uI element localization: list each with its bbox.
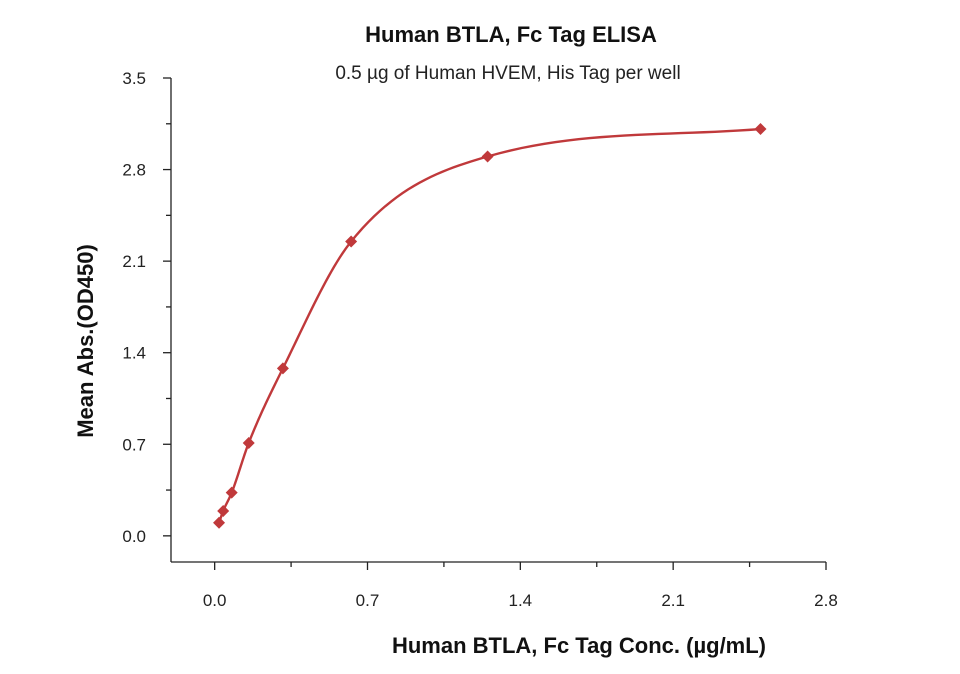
y-tick-label: 1.4 bbox=[122, 344, 146, 363]
chart-subtitle: 0.5 µg of Human HVEM, His Tag per well bbox=[335, 63, 680, 84]
axes bbox=[170, 78, 826, 563]
fit-curve-layer bbox=[217, 127, 761, 524]
x-tick-label: 1.4 bbox=[509, 591, 533, 610]
data-point bbox=[242, 436, 255, 449]
data-point bbox=[276, 362, 289, 375]
y-tick-label: 3.5 bbox=[122, 69, 146, 88]
x-tick-label: 0.0 bbox=[203, 591, 227, 610]
data-point bbox=[213, 516, 226, 529]
data-point bbox=[225, 486, 238, 499]
x-axis-label: Human BTLA, Fc Tag Conc. (µg/mL) bbox=[392, 633, 766, 658]
ticks: 0.0 0.7 1.4 2.1 2.8 0.0 0.7 1.4 2.1 2.8 3.5 bbox=[122, 69, 837, 610]
data-point bbox=[754, 123, 767, 136]
data-point bbox=[345, 235, 358, 248]
data-points bbox=[213, 123, 767, 529]
x-tick-label: 2.8 bbox=[814, 591, 838, 610]
y-tick-label: 2.8 bbox=[122, 161, 146, 180]
x-tick-label: 2.1 bbox=[661, 591, 685, 610]
data-point bbox=[217, 504, 230, 517]
y-tick-label: 2.1 bbox=[122, 252, 146, 271]
fit-curve bbox=[217, 127, 761, 524]
y-tick-label: 0.0 bbox=[122, 527, 146, 546]
y-axis-label: Mean Abs.(OD450) bbox=[73, 244, 98, 438]
data-point bbox=[481, 150, 494, 163]
x-tick-label: 0.7 bbox=[356, 591, 380, 610]
chart-title: Human BTLA, Fc Tag ELISA bbox=[365, 22, 657, 47]
y-tick-label: 0.7 bbox=[122, 435, 146, 454]
